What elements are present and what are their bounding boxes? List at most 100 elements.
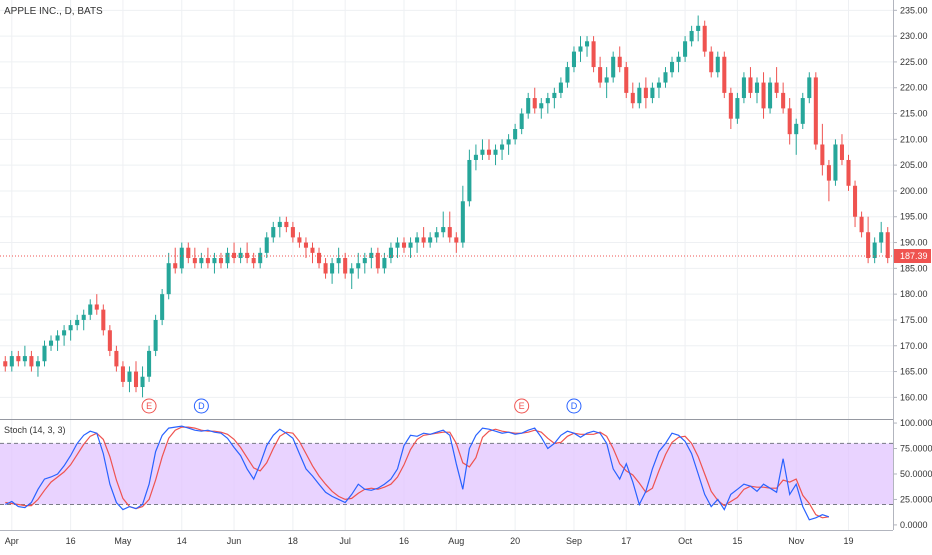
time-tick-label: Nov [788, 536, 805, 546]
candle [434, 227, 439, 243]
price-axis[interactable]: 235.00 230.00 225.00 220.00 215.00 210.00 205.… [893, 0, 932, 530]
candle-body [826, 165, 831, 181]
candle [820, 123, 825, 176]
candle [186, 242, 191, 264]
candle [853, 180, 858, 228]
time-tick-label: 16 [399, 536, 409, 546]
candle-body [75, 319, 80, 326]
candle [807, 72, 812, 104]
candle-body [251, 258, 256, 264]
candle [205, 247, 210, 269]
candle-body [81, 314, 86, 320]
candle [173, 247, 178, 274]
marker-circle [193, 398, 209, 414]
candle [585, 36, 590, 57]
candle-body [493, 149, 498, 155]
candle-body [258, 252, 263, 264]
candle-body [702, 25, 707, 52]
price-tick-label: 160.00 [900, 392, 928, 402]
candle-body [369, 252, 374, 259]
candle [120, 361, 125, 388]
candle [88, 299, 93, 320]
candle-body [323, 263, 328, 274]
candle [519, 108, 524, 135]
candle-body [473, 154, 478, 160]
price-tick-label: 230.00 [900, 31, 928, 41]
candle [539, 98, 544, 119]
candle [722, 51, 727, 99]
candle [107, 325, 112, 357]
candle [133, 361, 139, 393]
price-tick-label: 215.00 [900, 109, 928, 119]
earnings-marker[interactable]: E [141, 398, 157, 414]
candle [415, 232, 420, 253]
candle-body [428, 237, 433, 243]
candle [513, 123, 518, 145]
candle [794, 118, 799, 155]
candle [343, 252, 348, 279]
earnings-marker[interactable]: E [514, 398, 530, 414]
candle [493, 144, 498, 166]
candle-body [656, 82, 661, 88]
candle [264, 232, 269, 259]
candle-body [16, 356, 21, 362]
candle-body [68, 325, 73, 331]
candle [781, 82, 786, 114]
candle-body [29, 356, 34, 367]
candle-body [513, 129, 518, 140]
price-grid [0, 9, 893, 398]
last-price-tag[interactable]: 187.39 [894, 249, 931, 264]
candle-body [486, 149, 492, 155]
time-tick-label: Sep [566, 536, 582, 546]
stochastic-k-line [5, 425, 830, 521]
candle-body [140, 376, 145, 388]
candle-body [467, 159, 472, 202]
candle-body [781, 92, 786, 109]
candle-body [578, 46, 583, 52]
candle-body [186, 247, 191, 259]
candle [127, 366, 132, 393]
candle-body [585, 41, 590, 47]
candle [401, 237, 407, 253]
candle-body [598, 67, 603, 83]
candle-body [388, 247, 393, 259]
candle [768, 77, 773, 114]
candle-body [754, 82, 760, 93]
candle [421, 227, 426, 248]
candle [147, 345, 152, 382]
candle [637, 82, 642, 109]
candle-body [356, 263, 361, 269]
candle [480, 139, 485, 160]
candle-body [271, 227, 276, 238]
candle [689, 25, 694, 47]
candle-body [297, 237, 302, 243]
price-axis-bg [893, 0, 932, 530]
candle [22, 345, 27, 367]
time-axis[interactable]: Apr 16 May 14 Jun 18 Jul 16 Aug 20 Sep 17 Oct 15 Nov 19 [0, 530, 932, 550]
candle-body [532, 98, 537, 109]
candle-body [303, 242, 308, 248]
candle [650, 82, 655, 104]
candle [754, 77, 760, 104]
candle [245, 242, 250, 264]
price-tick-label: 185.00 [900, 263, 928, 273]
dividend-marker[interactable]: D [193, 398, 209, 414]
candle-body [774, 82, 779, 93]
candle [500, 139, 505, 160]
marker-label: E [519, 401, 525, 411]
candle-body [94, 304, 99, 310]
stochastic-tick-label: 100.0000 [900, 418, 932, 428]
stochastic-axis[interactable]: 100.0000 75.0000 50.0000 25.0000 0.0000 [893, 418, 932, 530]
dividend-marker[interactable]: D [566, 398, 582, 414]
candle [663, 67, 668, 88]
candle [813, 72, 818, 150]
candle [218, 252, 224, 269]
candle-body [22, 356, 27, 362]
candle-body [735, 98, 740, 119]
candle [140, 366, 145, 398]
candle-body [643, 87, 648, 99]
candle-body [768, 82, 773, 109]
candle [297, 232, 302, 248]
